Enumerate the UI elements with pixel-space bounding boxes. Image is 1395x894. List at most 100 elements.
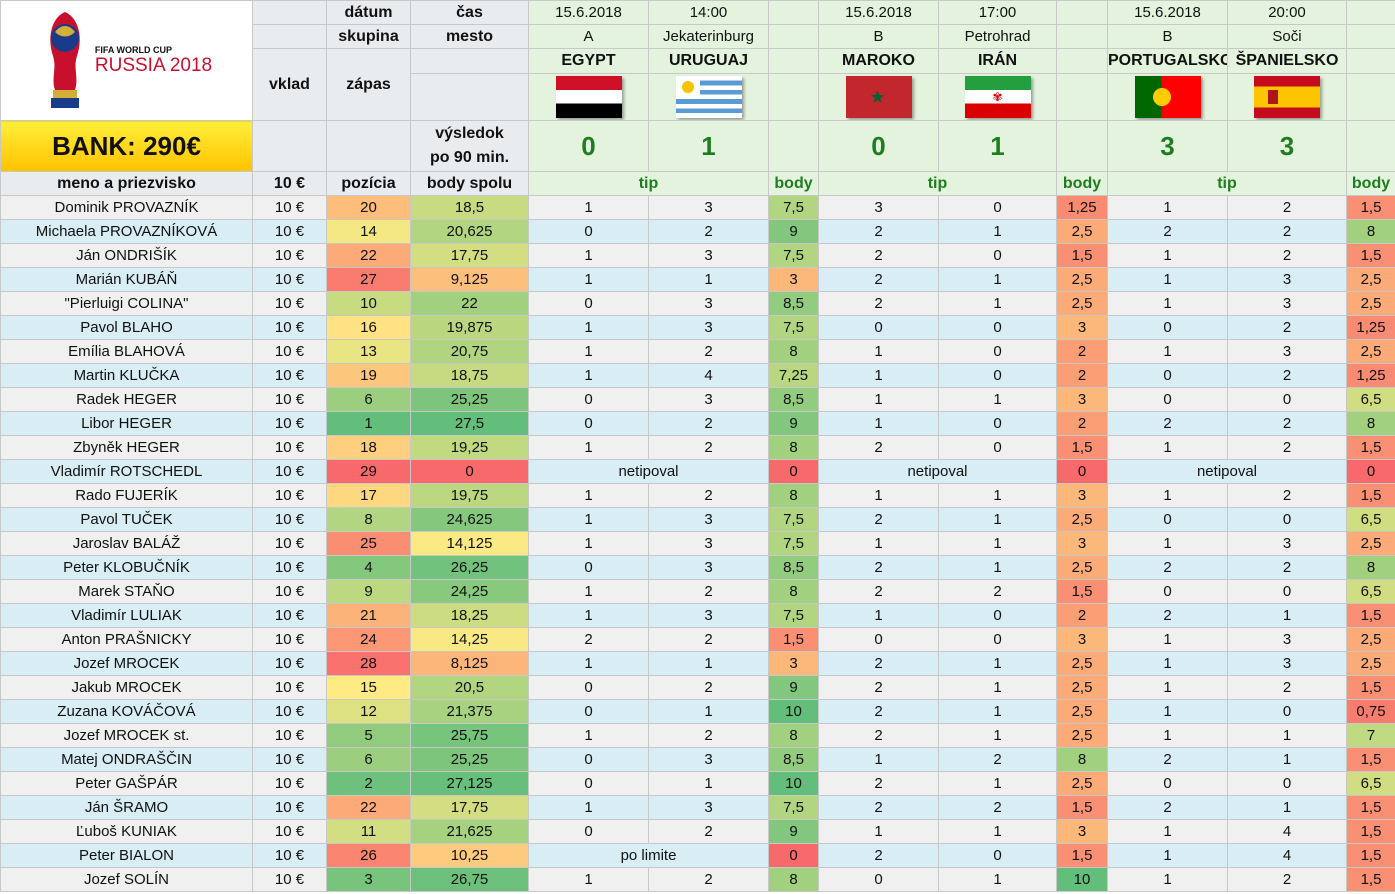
match2-points: 3 bbox=[1056, 819, 1108, 844]
match2-tip-away: 1 bbox=[938, 507, 1057, 532]
player-total: 20,5 bbox=[410, 675, 529, 700]
match3-points: 2,5 bbox=[1346, 651, 1395, 676]
match1-tip-home: 0 bbox=[528, 771, 649, 796]
match3-tip-home: 1 bbox=[1107, 867, 1228, 892]
match2-tip-away: 0 bbox=[938, 363, 1057, 388]
player-total: 14,25 bbox=[410, 627, 529, 652]
table-row: Matej ONDRAŠČIN 10 €6 25,25 0 3 8,5 1 2 8 2 1 1,5 bbox=[0, 747, 1395, 772]
match2-tip-home: 2 bbox=[818, 435, 939, 460]
player-total: 18,75 bbox=[410, 363, 529, 388]
match3-points: 1,5 bbox=[1346, 435, 1395, 460]
player-total: 20,75 bbox=[410, 339, 529, 364]
player-vklad: 10 € bbox=[252, 531, 327, 556]
match1-tip-away: 1 bbox=[648, 651, 769, 676]
player-name: Jakub MROCEK bbox=[0, 675, 253, 700]
match2-tip-home: 3 bbox=[818, 195, 939, 220]
player-vklad: 10 € bbox=[252, 459, 327, 484]
table-row: Dominik PROVAZNÍK 10 €20 18,5 1 3 7,5 3 0 1,25 1 2… bbox=[0, 195, 1395, 220]
match2-away-team: IRÁN bbox=[938, 48, 1057, 74]
player-position: 21 bbox=[326, 603, 411, 628]
player-name: Peter GAŠPÁR bbox=[0, 771, 253, 796]
match1-tip-home: 1 bbox=[528, 195, 649, 220]
player-position: 14 bbox=[326, 219, 411, 244]
match1-points: 8,5 bbox=[768, 291, 819, 316]
match3-tip-home: 1 bbox=[1107, 843, 1228, 868]
match1-body-header: body bbox=[768, 171, 819, 196]
player-position: 1 bbox=[326, 411, 411, 436]
table-row: Emília BLAHOVÁ 10 €13 20,75 1 2 8 1 0 2 1 3 2,5 bbox=[0, 339, 1395, 364]
match1-tip-away: 1 bbox=[648, 699, 769, 724]
match2-points: 1,25 bbox=[1056, 195, 1108, 220]
match2-date: 15.6.2018 bbox=[818, 0, 939, 25]
spain-flag-icon bbox=[1254, 76, 1320, 118]
match1-tip-away: 2 bbox=[648, 675, 769, 700]
match3-tip-home: 1 bbox=[1107, 435, 1228, 460]
player-position: 27 bbox=[326, 267, 411, 292]
table-row: Jozef MROCEK st. 10 €5 25,75 1 2 8 2 1 2,5 1 1 7 bbox=[0, 723, 1395, 748]
match3-points: 8 bbox=[1346, 219, 1395, 244]
match2-tip-home: 2 bbox=[818, 555, 939, 580]
match1-tip-home: 1 bbox=[528, 507, 649, 532]
match3-tip-away: 1 bbox=[1227, 723, 1347, 748]
match1-tip-away: 3 bbox=[648, 507, 769, 532]
match3-tip-away: 4 bbox=[1227, 819, 1347, 844]
match2-points: 3 bbox=[1056, 315, 1108, 340]
match3-home-team: PORTUGALSKO bbox=[1107, 48, 1228, 74]
match3-tip-header: tip bbox=[1107, 171, 1347, 196]
meno-header: meno a priezvisko bbox=[0, 171, 253, 196]
table-row: Peter GAŠPÁR 10 €2 27,125 0 1 10 2 1 2,5 0 0 6,5 bbox=[0, 771, 1395, 796]
match1-points: 0 bbox=[768, 843, 819, 868]
match1-points: 7,5 bbox=[768, 603, 819, 628]
match3-tip-home: 2 bbox=[1107, 219, 1228, 244]
player-total: 18,25 bbox=[410, 603, 529, 628]
skupina-label: skupina bbox=[326, 24, 411, 49]
match2-points: 2,5 bbox=[1056, 675, 1108, 700]
match1-away-score: 1 bbox=[648, 120, 769, 172]
match2-tip-away: 2 bbox=[938, 795, 1057, 820]
match3-tip-home: 1 bbox=[1107, 675, 1228, 700]
match3-tip-away: 2 bbox=[1227, 411, 1347, 436]
player-position: 8 bbox=[326, 507, 411, 532]
match1-tip-away: 3 bbox=[648, 387, 769, 412]
table-row: Marek STAŇO 10 €9 24,25 1 2 8 2 2 1,5 0 0 6,5 bbox=[0, 579, 1395, 604]
match3-tip-away: 2 bbox=[1227, 555, 1347, 580]
match3-tip-home: 2 bbox=[1107, 747, 1228, 772]
match3-away-team: ŠPANIELSKO bbox=[1227, 48, 1347, 74]
datum-label: dátum bbox=[326, 0, 411, 25]
match2-tip-home: 2 bbox=[818, 651, 939, 676]
match1-tip-home: 1 bbox=[528, 531, 649, 556]
match3-tip-away: 1 bbox=[1227, 603, 1347, 628]
match2-away-score: 1 bbox=[938, 120, 1057, 172]
table-row: Vladimír ROTSCHEDL 10 €29 0 netipoval 0 netip… bbox=[0, 459, 1395, 484]
match3-tip-home: 1 bbox=[1107, 339, 1228, 364]
match2-tip-away: 2 bbox=[938, 579, 1057, 604]
match1-points: 8,5 bbox=[768, 387, 819, 412]
match1-points: 8,5 bbox=[768, 555, 819, 580]
match1-points: 7,5 bbox=[768, 195, 819, 220]
portugal-flag-icon bbox=[1134, 76, 1201, 118]
match1-tip-home: 2 bbox=[528, 627, 649, 652]
player-position: 6 bbox=[326, 747, 411, 772]
match2-tip-away: 0 bbox=[938, 627, 1057, 652]
player-position: 16 bbox=[326, 315, 411, 340]
match2-tip-home: 1 bbox=[818, 411, 939, 436]
match1-city: Jekaterinburg bbox=[648, 24, 769, 49]
match2-points: 2,5 bbox=[1056, 771, 1108, 796]
match1-tip-away: 3 bbox=[648, 195, 769, 220]
player-vklad: 10 € bbox=[252, 747, 327, 772]
match1-tip-away: 1 bbox=[648, 771, 769, 796]
match3-tip-home: 1 bbox=[1107, 819, 1228, 844]
player-total: 19,875 bbox=[410, 315, 529, 340]
match3-tip-away: 1 bbox=[1227, 795, 1347, 820]
match3-points: 1,5 bbox=[1346, 819, 1395, 844]
match1-tip-away: 2 bbox=[648, 411, 769, 436]
match1-points: 7,5 bbox=[768, 315, 819, 340]
zapas-label: zápas bbox=[326, 48, 411, 121]
match1-points: 0 bbox=[768, 459, 819, 484]
match2-points: 2 bbox=[1056, 411, 1108, 436]
match2-tip-away: 1 bbox=[938, 771, 1057, 796]
match2-tip-home: 1 bbox=[818, 483, 939, 508]
player-name: Jozef MROCEK st. bbox=[0, 723, 253, 748]
player-total: 20,625 bbox=[410, 219, 529, 244]
match1-points: 8 bbox=[768, 579, 819, 604]
